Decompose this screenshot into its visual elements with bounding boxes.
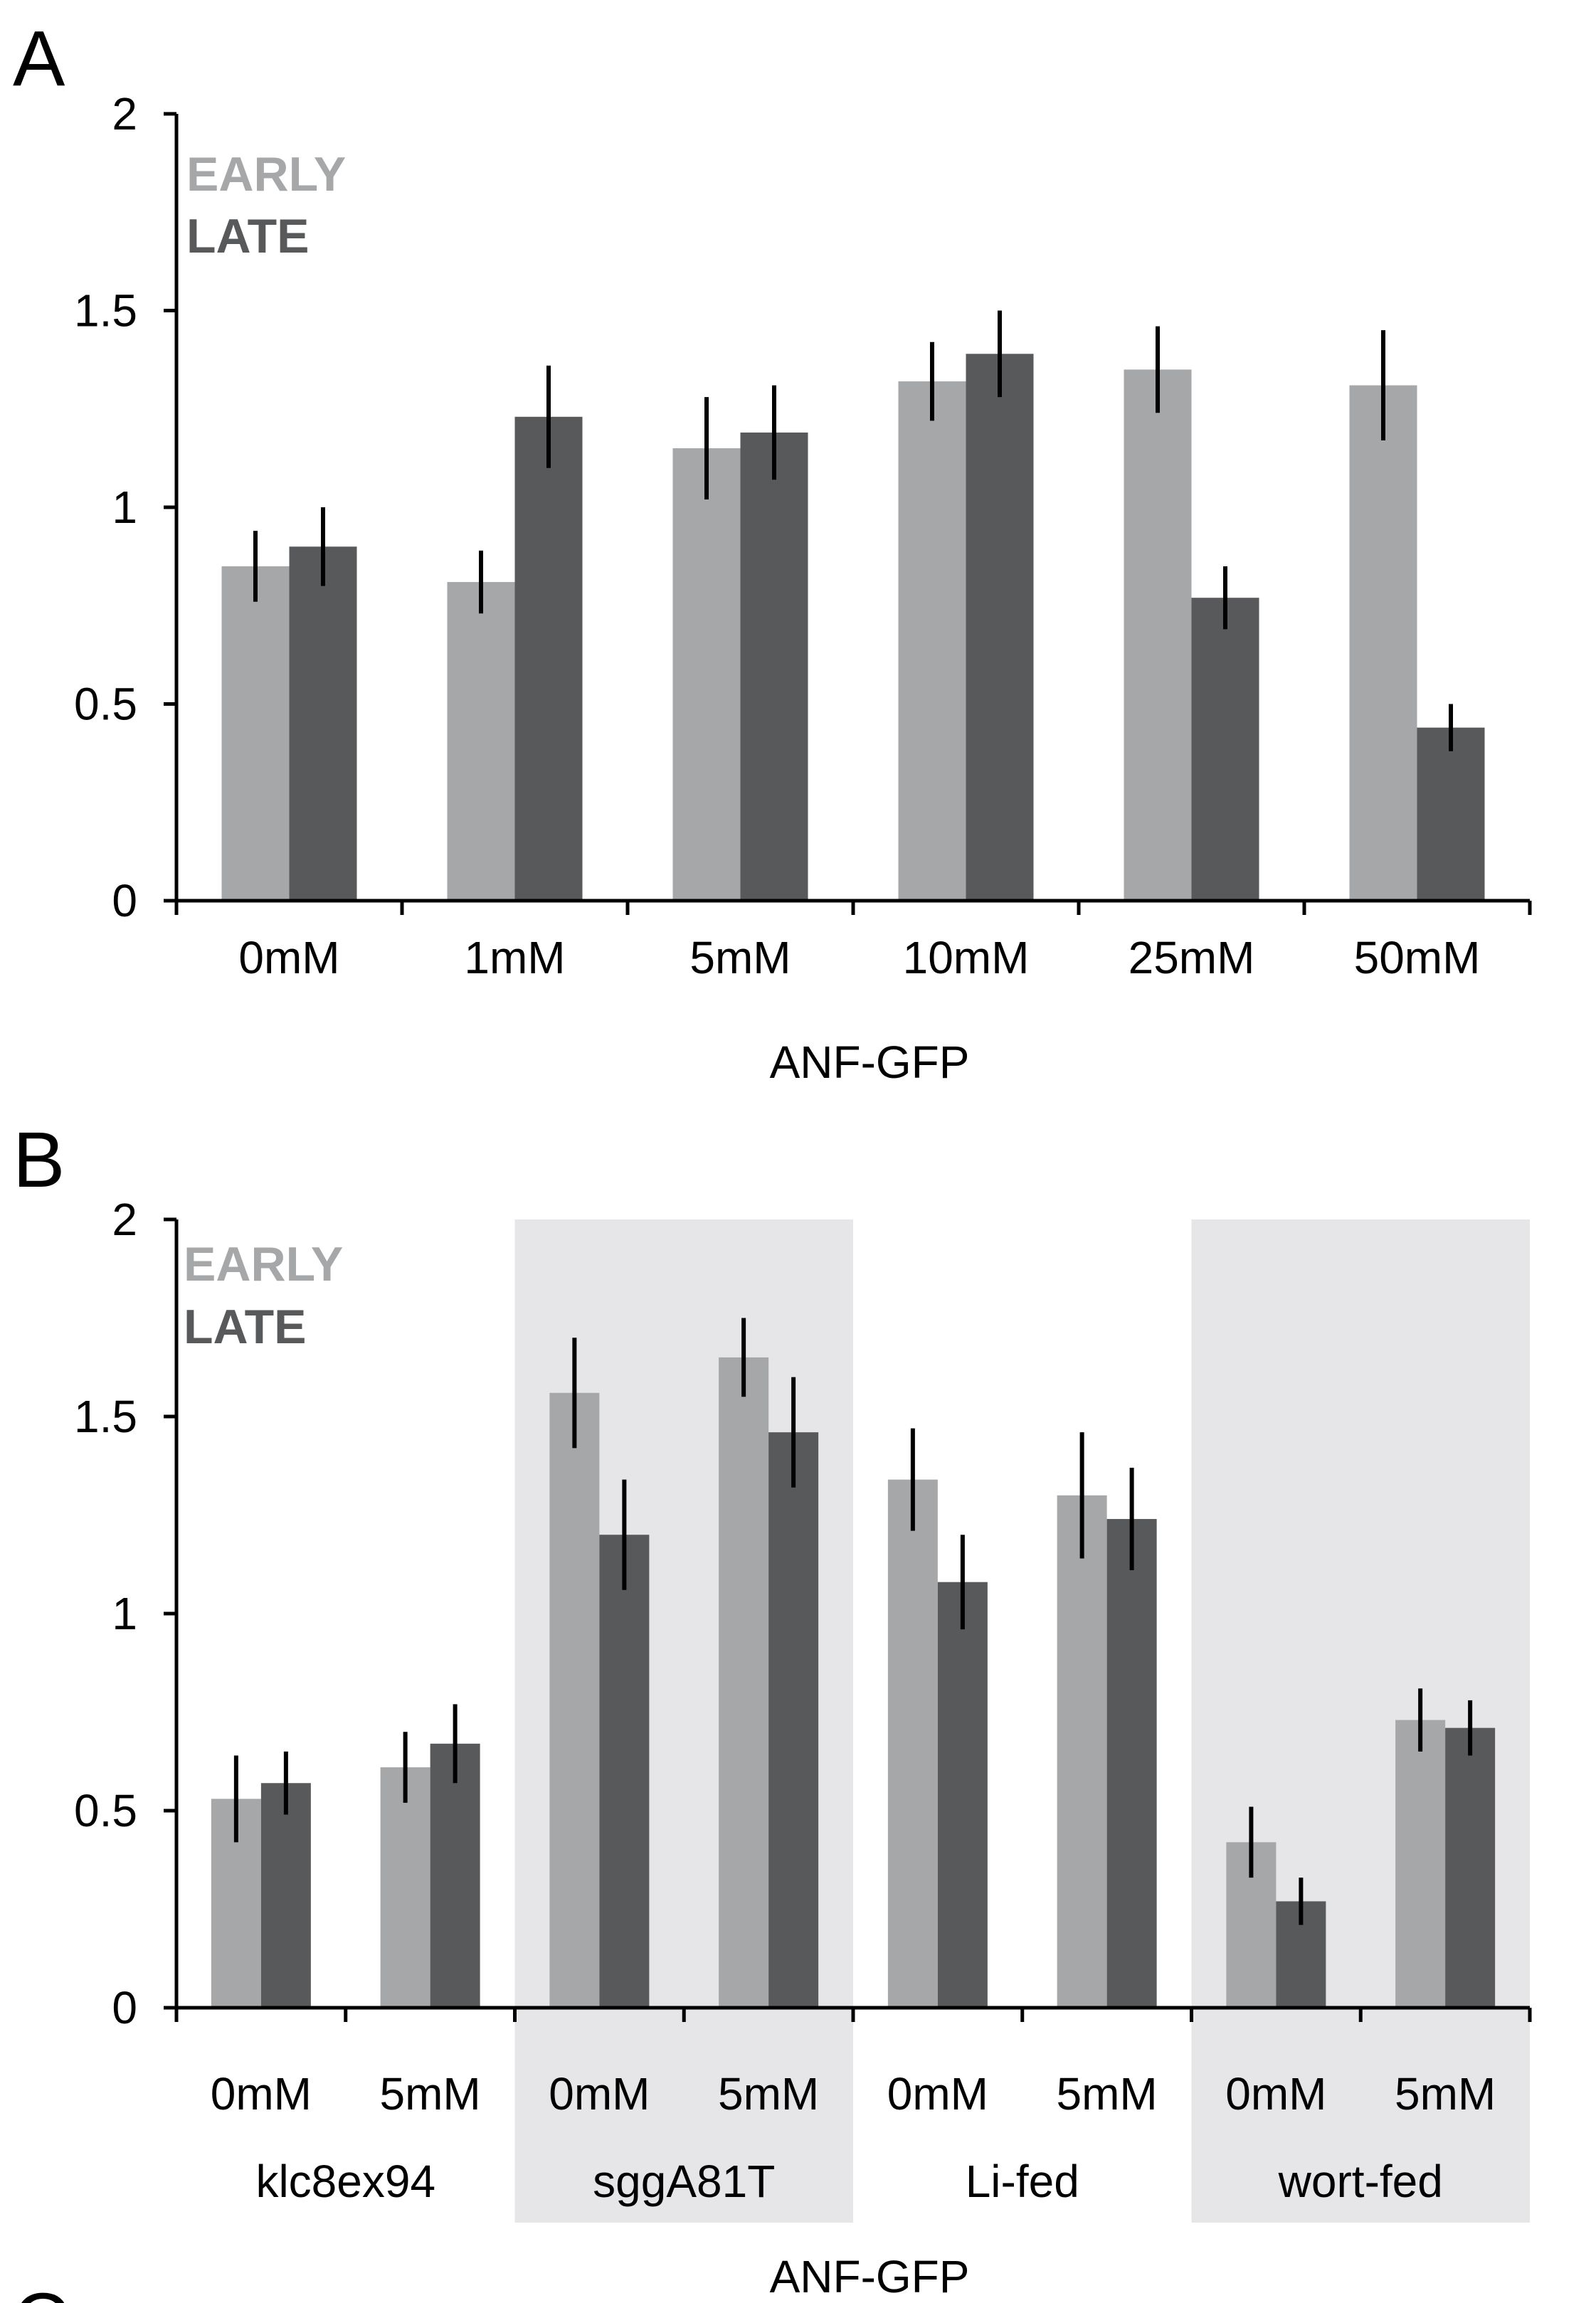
panel-a-bar-early-4: [1124, 369, 1192, 901]
panel-b-bar-early-5: [1057, 1495, 1107, 2008]
panel-b-bar-early-1: [380, 1767, 430, 2008]
panel-a-y-tick-label: 1.5: [74, 285, 137, 337]
panel-a-chart: A 00.511.52 0mM 1mM 5mM 10mM 25mM 50mM EARLY …: [13, 15, 1532, 1088]
group-label-li-fed: Li-fed: [966, 2156, 1079, 2207]
panel-a-bar-early-1: [447, 582, 515, 901]
panel-b-y-tick-label: 1: [112, 1588, 137, 1639]
panel-a-bar-late-5: [1417, 727, 1485, 901]
legend-early: EARLY: [186, 147, 346, 201]
panel-b-y-tick-label: 2: [112, 1194, 137, 1245]
group-label-sgga81t: sggA81T: [593, 2156, 775, 2207]
panel-a-category-label: 50mM: [1354, 932, 1481, 983]
panel-a-category-label: 1mM: [464, 932, 565, 983]
panel-a-y-tick-label: 2: [112, 88, 137, 139]
panel-a-bar-early-3: [898, 381, 966, 901]
panel-b-category-label: 0mM: [1225, 2068, 1326, 2119]
panel-a-category-label: 25mM: [1129, 932, 1255, 983]
panel-b-category-label: 5mM: [718, 2068, 819, 2119]
panel-b-category-label: 5mM: [380, 2068, 481, 2119]
panel-b-bar-early-4: [887, 1479, 938, 2008]
panel-a-category-label: 0mM: [238, 932, 339, 983]
panel-b-bar-late-1: [430, 1743, 480, 2008]
panel-b-bar-late-0: [260, 1783, 311, 2008]
panel-b-category-label: 0mM: [549, 2068, 650, 2119]
legend-late: LATE: [186, 209, 310, 263]
panel-b-category-label: 5mM: [1395, 2068, 1496, 2119]
panel-b-chart: B 0 0.5 1 1.5 2 0mM 5mM 0mM 5mM 0mM 5mM 0mM 5mM klc…: [13, 1116, 1532, 2302]
panel-a-category-label: 5mM: [689, 932, 791, 983]
panel-a-x-axis-title: ANF-GFP: [770, 1037, 970, 1088]
legend-early: EARLY: [184, 1237, 343, 1291]
panel-b-x-axis-title: ANF-GFP: [770, 2251, 970, 2302]
panel-b-y-tick-label: 1.5: [74, 1391, 137, 1442]
panel-a-y-tick-label: 0.5: [74, 679, 137, 730]
panel-a-y-tick-label: 1: [112, 482, 137, 533]
panel-b-category-label: 0mM: [887, 2068, 988, 2119]
legend-late: LATE: [184, 1300, 307, 1354]
panel-a-bar-late-1: [514, 416, 583, 901]
panel-b-y-tick-label: 0.5: [74, 1785, 137, 1836]
panel-b-bar-late-7: [1445, 1727, 1496, 2008]
panel-c-label: C: [13, 2277, 69, 2303]
panel-b-bar-late-2: [599, 1535, 650, 2008]
panel-b-bar-early-7: [1395, 1720, 1446, 2008]
panel-b-bar-late-5: [1106, 1519, 1157, 2008]
panel-a-bar-early-2: [672, 448, 741, 901]
panel-a-bar-late-4: [1191, 598, 1259, 901]
panel-a-bar-late-3: [966, 354, 1034, 901]
panel-b-category-label: 5mM: [1057, 2068, 1158, 2119]
panel-a-bar-early-5: [1349, 385, 1417, 901]
panel-b-bar-late-3: [768, 1432, 819, 2008]
panel-b-bar-early-3: [719, 1357, 769, 2008]
group-label-klc8ex94: klc8ex94: [255, 2156, 435, 2207]
panel-b-bar-late-4: [937, 1582, 988, 2008]
panel-a-label: A: [13, 15, 65, 102]
panel-a-y-tick-label: 0: [112, 875, 137, 926]
panel-a-bar-early-0: [221, 566, 290, 901]
panel-a-category-label: 10mM: [903, 932, 1030, 983]
group-label-wort-fed: wort-fed: [1278, 2156, 1443, 2207]
panel-b-label: B: [13, 1116, 65, 1204]
panel-b-y-tick-label: 0: [112, 1982, 137, 2033]
panel-a-bar-late-0: [289, 546, 357, 901]
panel-b-bar-early-2: [549, 1392, 600, 2008]
panel-b-category-label: 0mM: [211, 2068, 312, 2119]
panel-a-bar-late-2: [740, 432, 808, 901]
group-shade-wort-fed: [1191, 1219, 1530, 2223]
